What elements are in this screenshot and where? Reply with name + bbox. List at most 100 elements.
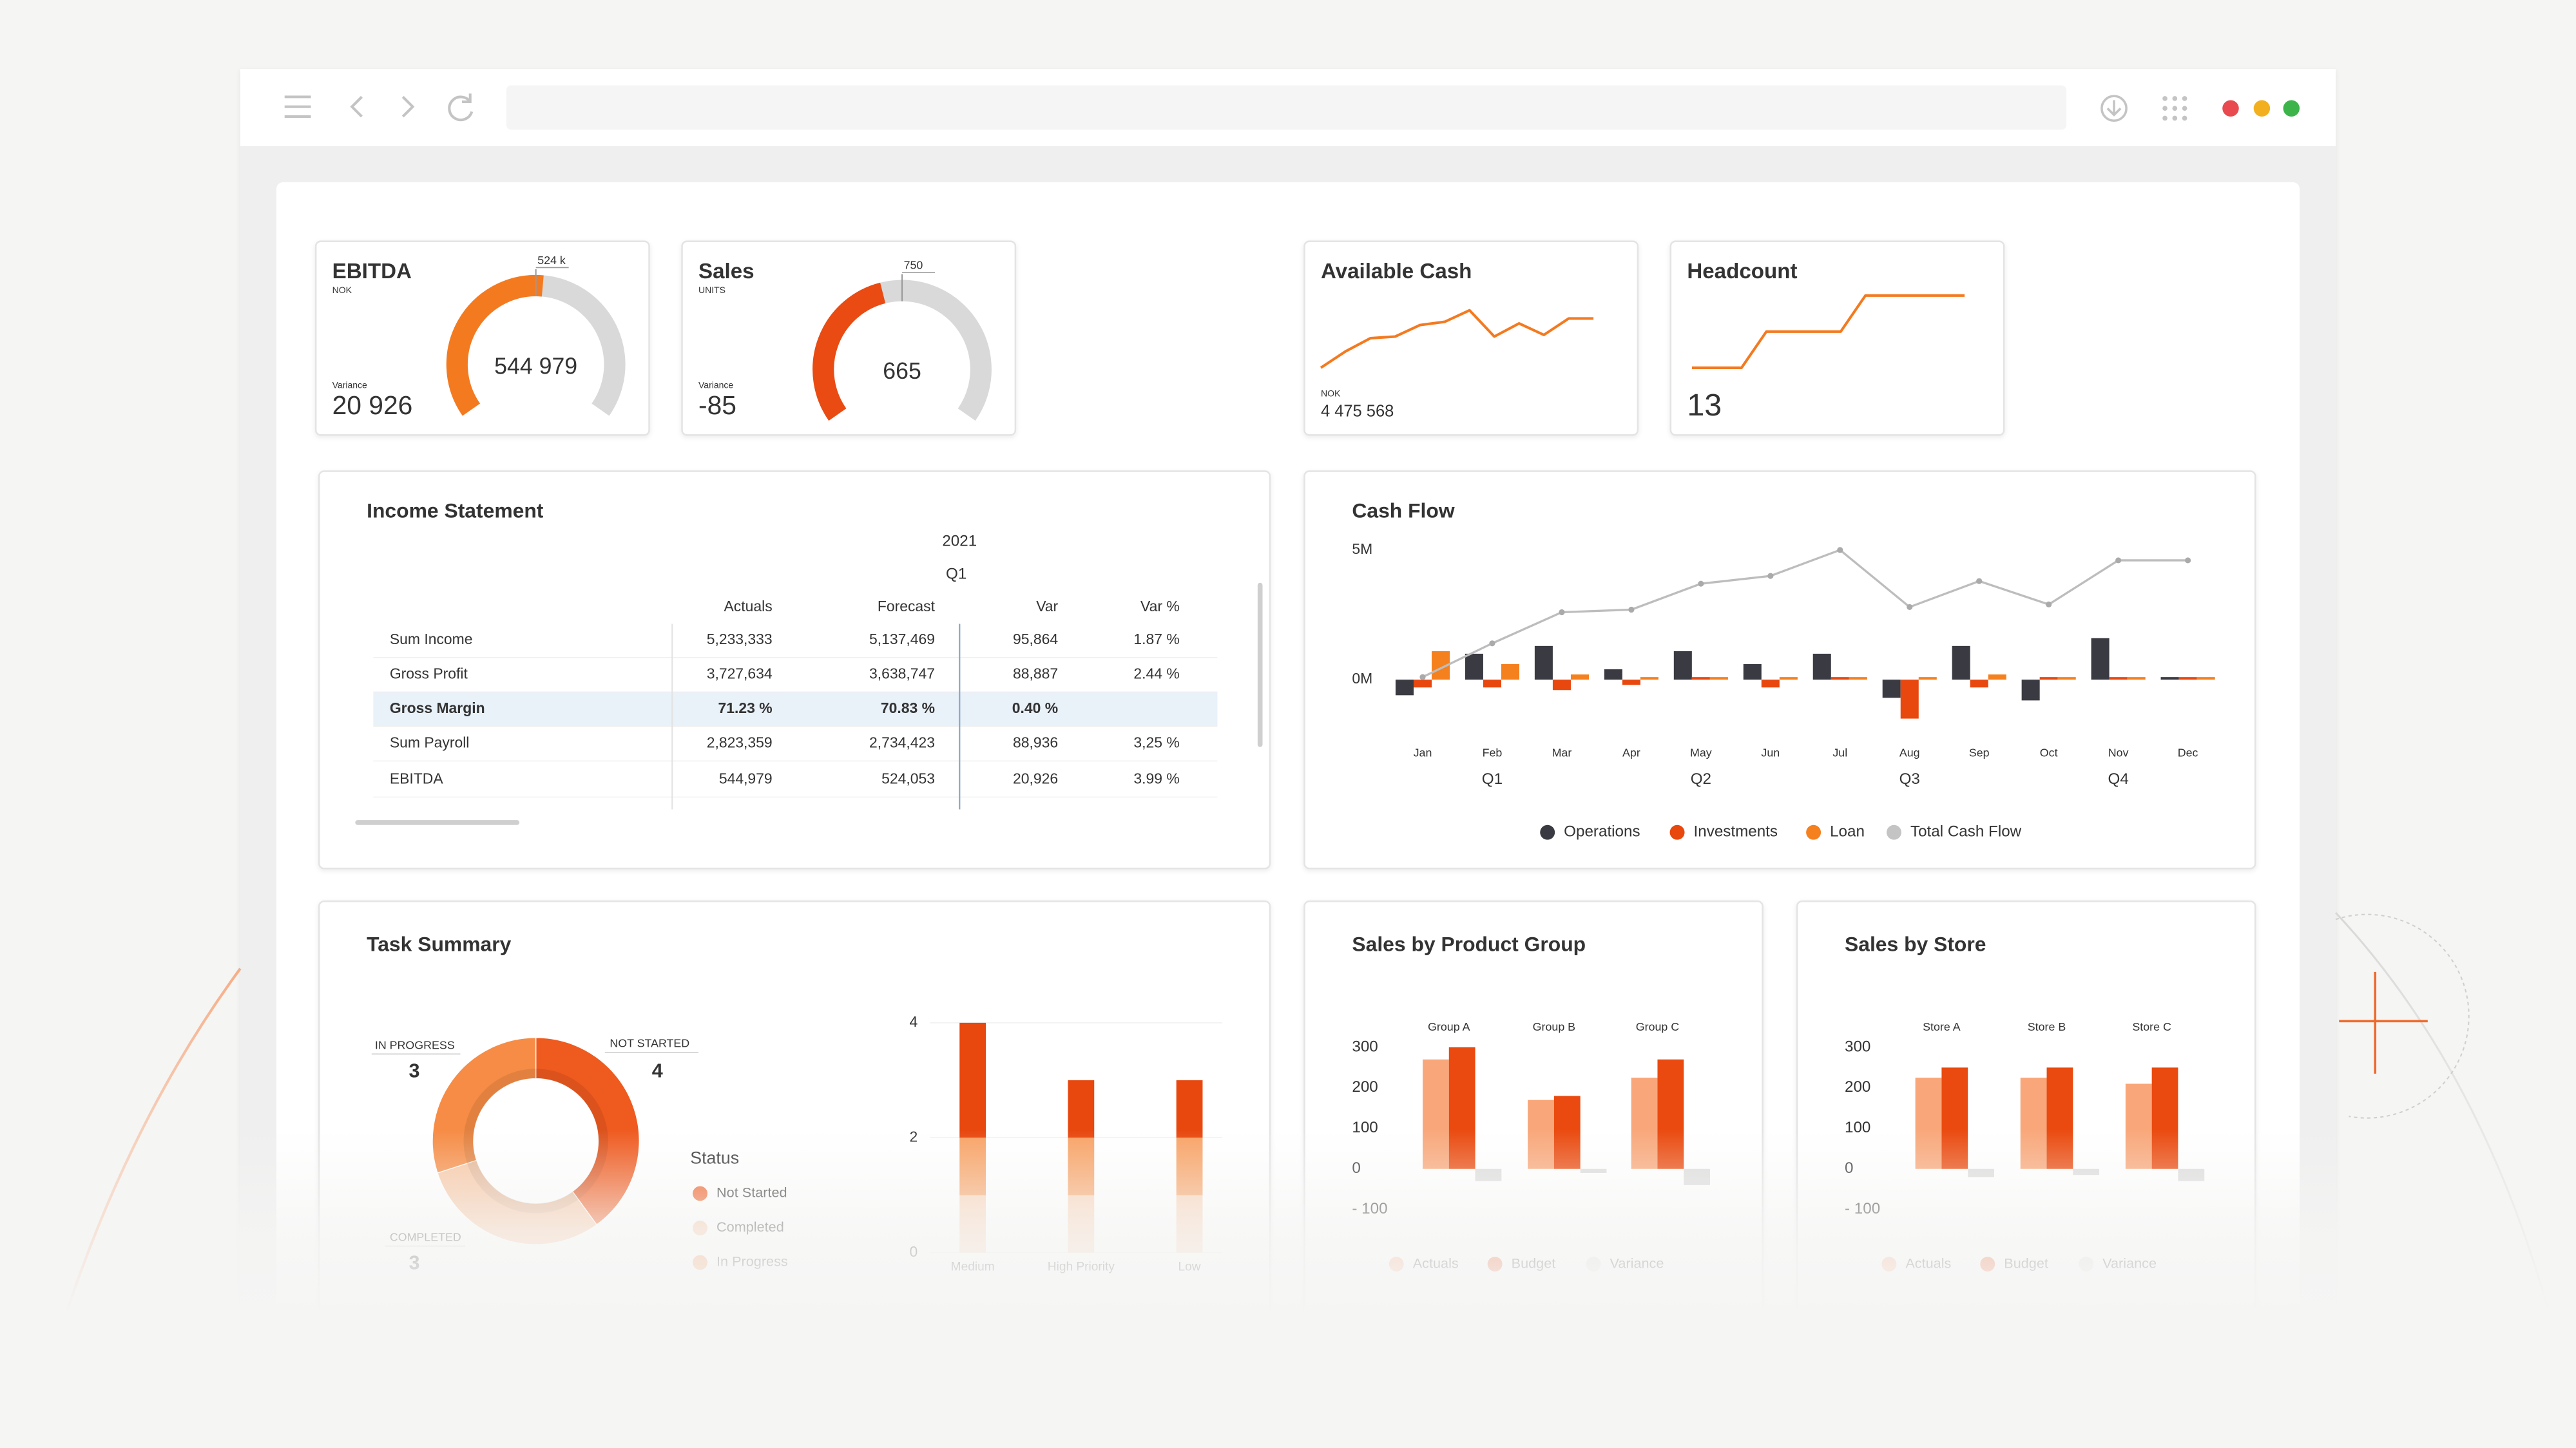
bar — [2196, 677, 2215, 680]
x-tick-label: Nov — [2108, 747, 2129, 759]
line-point — [1419, 674, 1426, 680]
bar — [1812, 653, 1831, 680]
bar — [1673, 651, 1692, 680]
variance-caption: Variance — [332, 380, 367, 390]
y-tick-label: 200 — [1352, 1078, 1378, 1096]
gauge-value-arc — [446, 274, 544, 416]
line-point — [2185, 557, 2191, 564]
x-tick-label: Mar — [1552, 747, 1572, 759]
card-unit: UNITS — [698, 285, 726, 295]
total-line — [1422, 548, 2188, 678]
line-point — [1489, 640, 1495, 647]
legend-label: Total Cash Flow — [1910, 823, 2022, 841]
column-header: Var — [1036, 598, 1058, 614]
line-point — [1976, 578, 1983, 584]
bar — [1570, 674, 1589, 680]
legend-swatch — [1806, 824, 1821, 840]
bar — [1988, 674, 2006, 680]
y-tick-label: 0M — [1352, 670, 1372, 687]
cell: 20,926 — [1013, 770, 1058, 787]
window-dot[interactable] — [2253, 100, 2271, 117]
card-unit: NOK — [332, 285, 352, 295]
row-label: EBITDA — [390, 770, 444, 787]
gauge-target-label: 750 — [904, 259, 923, 272]
download-button[interactable] — [2100, 95, 2128, 122]
bar — [2091, 638, 2110, 680]
apps-dot[interactable] — [2172, 106, 2178, 111]
decorative-curve — [64, 967, 242, 1314]
stacked-bar-segment — [959, 1022, 986, 1138]
donut-value: 3 — [409, 1060, 420, 1081]
apps-dot[interactable] — [2172, 115, 2178, 121]
x-tick-label: Feb — [1483, 747, 1503, 759]
quarter-label: Q3 — [1899, 770, 1920, 788]
x-tick-label: Apr — [1622, 747, 1640, 759]
bar — [2021, 680, 2040, 701]
apps-dot[interactable] — [2172, 96, 2178, 101]
window-dot[interactable] — [2222, 100, 2239, 117]
bottom-fade — [0, 1129, 2576, 1317]
chart-title: Sales by Store — [1845, 932, 1986, 955]
x-tick-label: Dec — [2178, 747, 2198, 759]
bar — [2127, 677, 2146, 680]
window-dot[interactable] — [2283, 100, 2300, 117]
card-unit: NOK — [1321, 388, 1341, 398]
cell: 70.83 % — [881, 700, 935, 716]
variance-value: -85 — [698, 390, 736, 420]
legend-swatch — [1540, 824, 1555, 840]
cell: 88,936 — [1013, 734, 1058, 751]
apps-dot[interactable] — [2162, 106, 2167, 111]
decorative-curve — [2334, 912, 2550, 1314]
bar — [1395, 680, 1414, 696]
y-tick-label: 200 — [1845, 1078, 1870, 1096]
sparkline — [1691, 294, 1965, 369]
card-title: Available Cash — [1321, 260, 1472, 283]
decorative-dashed-arc — [2335, 913, 2470, 1119]
bar — [1882, 680, 1901, 698]
row-label: Sum Payroll — [390, 734, 470, 751]
bar — [1691, 677, 1710, 680]
cell: 95,864 — [1013, 631, 1058, 647]
apps-dot[interactable] — [2182, 115, 2187, 121]
line-point — [1837, 547, 1843, 553]
cell: 5,137,469 — [869, 631, 935, 647]
cell: 3,25 % — [1133, 734, 1179, 751]
apps-dot[interactable] — [2182, 96, 2187, 101]
bar — [1970, 680, 1988, 688]
bar — [1743, 664, 1762, 680]
forward-button[interactable] — [401, 95, 415, 118]
cell: 2,823,359 — [707, 734, 773, 751]
bar — [1534, 645, 1553, 680]
y-tick-label: 300 — [1352, 1038, 1378, 1055]
horizontal-scrollbar[interactable] — [355, 820, 520, 825]
cell: 0.40 % — [1012, 700, 1058, 716]
bar — [2109, 677, 2128, 680]
legend-label: Operations — [1564, 823, 1640, 841]
legend-label: Investments — [1694, 823, 1778, 841]
cell: 71.23 % — [718, 700, 773, 716]
reload-button[interactable] — [448, 93, 474, 122]
highlight-row — [373, 692, 1218, 727]
x-tick-label: Jan — [1414, 747, 1432, 759]
address-bar[interactable] — [506, 85, 2067, 130]
apps-dot[interactable] — [2182, 106, 2187, 111]
cell: 3,727,634 — [707, 665, 773, 682]
apps-dot[interactable] — [2162, 115, 2167, 121]
cell: 3,638,747 — [869, 665, 935, 682]
back-button[interactable] — [350, 95, 363, 118]
apps-dot[interactable] — [2162, 96, 2167, 101]
stacked-bar-segment — [1176, 1080, 1203, 1138]
vertical-scrollbar[interactable] — [1257, 582, 1263, 747]
bar — [1413, 680, 1432, 688]
bar — [2178, 677, 2197, 680]
y-tick-label: 4 — [910, 1013, 918, 1030]
card-title: Sales — [698, 260, 755, 283]
x-tick-label: Sep — [1969, 747, 1990, 759]
category-label: Store B — [2028, 1020, 2066, 1033]
x-tick-label: Jun — [1761, 747, 1780, 759]
card-value: 4 475 568 — [1321, 402, 1394, 420]
card-title: Headcount — [1687, 260, 1797, 283]
bar — [1483, 680, 1501, 688]
bar — [1465, 653, 1483, 680]
